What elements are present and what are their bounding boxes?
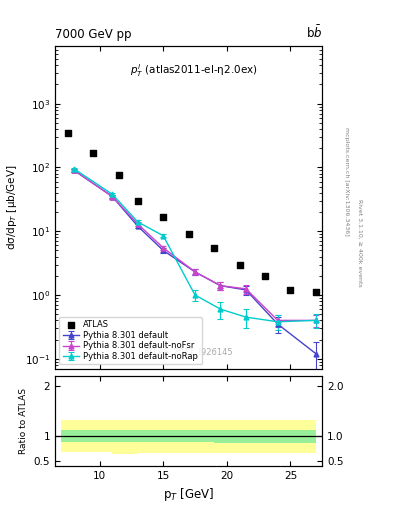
ATLAS [116,172,122,180]
Y-axis label: Ratio to ATLAS: Ratio to ATLAS [19,388,28,454]
ATLAS [287,286,294,294]
ATLAS [134,197,141,205]
ATLAS [211,244,217,252]
Text: Rivet 3.1.10, ≥ 400k events: Rivet 3.1.10, ≥ 400k events [358,199,363,287]
ATLAS [64,129,71,137]
Text: b$\bar{b}$: b$\bar{b}$ [306,25,322,41]
Text: mcplots.cern.ch [arXiv:1306.3436]: mcplots.cern.ch [arXiv:1306.3436] [344,127,349,236]
ATLAS [185,230,192,238]
Text: ATLAS_2011_I926145: ATLAS_2011_I926145 [144,347,233,356]
ATLAS [160,212,166,221]
ATLAS [262,272,268,280]
Legend: ATLAS, Pythia 8.301 default, Pythia 8.301 default-noFsr, Pythia 8.301 default-no: ATLAS, Pythia 8.301 default, Pythia 8.30… [59,317,202,365]
Y-axis label: dσ/dp$_T$ [μb/GeV]: dσ/dp$_T$ [μb/GeV] [5,165,19,250]
ATLAS [313,288,319,296]
ATLAS [90,148,96,157]
Text: $p_T^l$ (atlas2011-el-η2.0ex): $p_T^l$ (atlas2011-el-η2.0ex) [130,62,258,79]
X-axis label: p$_T$ [GeV]: p$_T$ [GeV] [163,486,214,503]
ATLAS [237,261,243,269]
Text: 7000 GeV pp: 7000 GeV pp [55,28,132,41]
